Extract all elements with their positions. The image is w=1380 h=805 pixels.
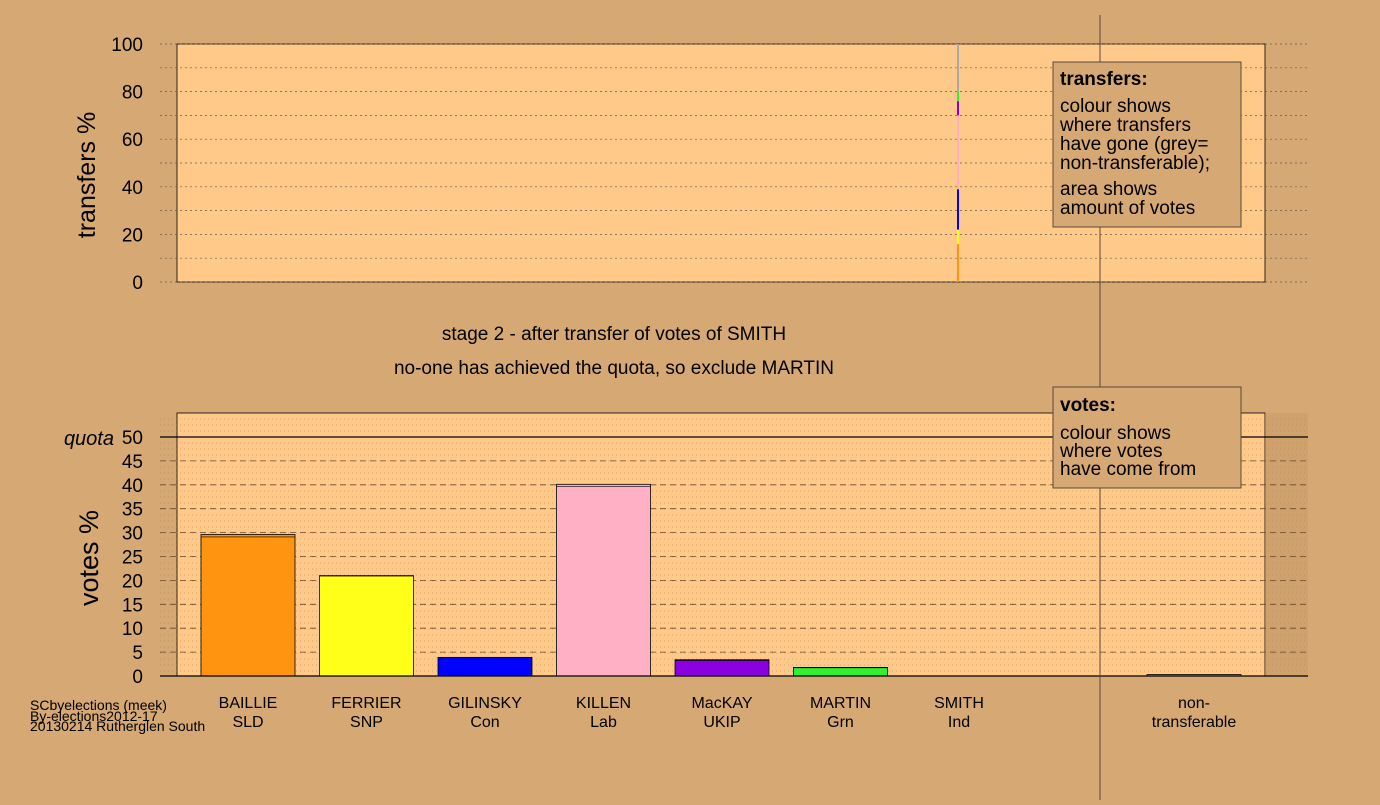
transfer-segment-killen (957, 115, 959, 190)
transfer-segment-gilinsky (957, 189, 959, 230)
votes-bars (160, 483, 1308, 677)
candidate-name: SMITH (934, 695, 984, 712)
transfers-legend: transfers: colour shows where transfers … (1052, 61, 1242, 228)
votes-legend-line: where votes (1059, 441, 1162, 462)
footer-line: By-elections2012-17 (30, 708, 158, 724)
votes-y-tick-label: 0 (132, 667, 143, 688)
transfers-legend-line: where transfers (1059, 115, 1191, 136)
votes-y-tick-label: 35 (122, 500, 143, 521)
transfers-y-tick-label: 40 (122, 178, 143, 199)
votes-y-axis-label: votes % (74, 510, 104, 606)
transfer-segment-ferrier (957, 229, 959, 244)
candidate-party: Con (470, 714, 499, 731)
transfer-segment-baillie (957, 243, 959, 282)
source-footer: SCbyelections (meek) By-elections2012-17… (30, 697, 205, 734)
footer-line: 20130214 Rutherglen South (30, 718, 205, 734)
transfers-legend-line: have gone (grey= (1060, 134, 1208, 155)
transfers-y-tick-label: 100 (111, 35, 143, 56)
transfers-y-tick-label: 60 (122, 130, 143, 151)
candidate-name: GILINSKY (448, 695, 522, 712)
votes-y-tick-label: 30 (122, 524, 143, 545)
votes-bar-killen (556, 483, 651, 677)
votes-y-tick-label: 45 (122, 452, 143, 473)
votes-y-tick-label: 5 (132, 643, 143, 664)
votes-legend-box (1052, 386, 1242, 489)
transfers-y-tick-label: 0 (132, 273, 143, 294)
candidate-name: FERRIER (331, 695, 401, 712)
transfers-y-tick-label: 80 (122, 83, 143, 104)
votes-legend-line: have come from (1060, 459, 1196, 480)
footer-line: SCbyelections (meek) (30, 697, 167, 713)
candidate-party: Grn (827, 714, 854, 731)
candidate-party: Ind (948, 714, 970, 731)
candidate-party: SNP (350, 714, 383, 731)
votes-y-tick-label: 20 (122, 571, 143, 592)
votes-y-tick-label: 25 (122, 548, 143, 569)
transfers-legend-line: amount of votes (1060, 198, 1195, 219)
candidate-party: Lab (590, 714, 617, 731)
transfer-segment-non-transferable (957, 44, 959, 92)
transfers-legend-line: area shows (1060, 179, 1157, 200)
candidate-party: SLD (232, 714, 263, 731)
transfer-segment-martin (957, 91, 959, 102)
votes-bar-ferrier (319, 575, 414, 677)
votes-y-tick-label: 40 (122, 476, 143, 497)
candidate-name: MARTIN (810, 695, 871, 712)
votes-bar-baillie (200, 534, 296, 677)
candidate-party: UKIP (703, 714, 740, 731)
votes-right-margin (1265, 413, 1308, 676)
quota-label: quota (64, 428, 114, 450)
transfers-bar (957, 44, 959, 282)
transfer-segment-mackay (957, 101, 959, 116)
candidate-name: BAILLIE (219, 695, 278, 712)
transfers-y-ticks: 0 20 40 60 80 100 (111, 35, 143, 294)
votes-y-tick-label: 10 (122, 619, 143, 640)
transfers-legend-heading: transfers: (1060, 69, 1148, 90)
votes-bar-mackay (674, 659, 770, 677)
transfers-legend-line: colour shows (1060, 96, 1171, 117)
transfers-y-tick-label: 20 (122, 225, 143, 246)
stage-subtitle: no-one has achieved the quota, so exclud… (394, 358, 834, 379)
candidate-name: KILLEN (576, 695, 631, 712)
transfers-legend-line: non-transferable); (1060, 153, 1210, 174)
transfers-legend-box (1052, 61, 1242, 228)
candidate-name: MacKAY (691, 695, 752, 712)
votes-x-labels: BAILLIE SLD FERRIER SNP GILINSKY Con KILLEN Lab… (219, 695, 1237, 731)
votes-bar-martin (793, 666, 888, 677)
votes-legend-heading: votes: (1060, 395, 1116, 416)
stage-title: stage 2 - after transfer of votes of SMI… (442, 324, 786, 345)
transfers-y-axis-label: transfers % (73, 112, 101, 238)
votes-bar-gilinsky (437, 656, 533, 677)
votes-y-tick-label: 15 (122, 595, 143, 616)
votes-legend-line: colour shows (1060, 423, 1171, 444)
nontransferable-label: non- (1178, 695, 1210, 712)
votes-y-tick-label: 50 (122, 428, 143, 449)
votes-legend: votes: colour shows where votes have com… (1052, 386, 1242, 489)
nontransferable-label: transferable (1152, 714, 1237, 731)
